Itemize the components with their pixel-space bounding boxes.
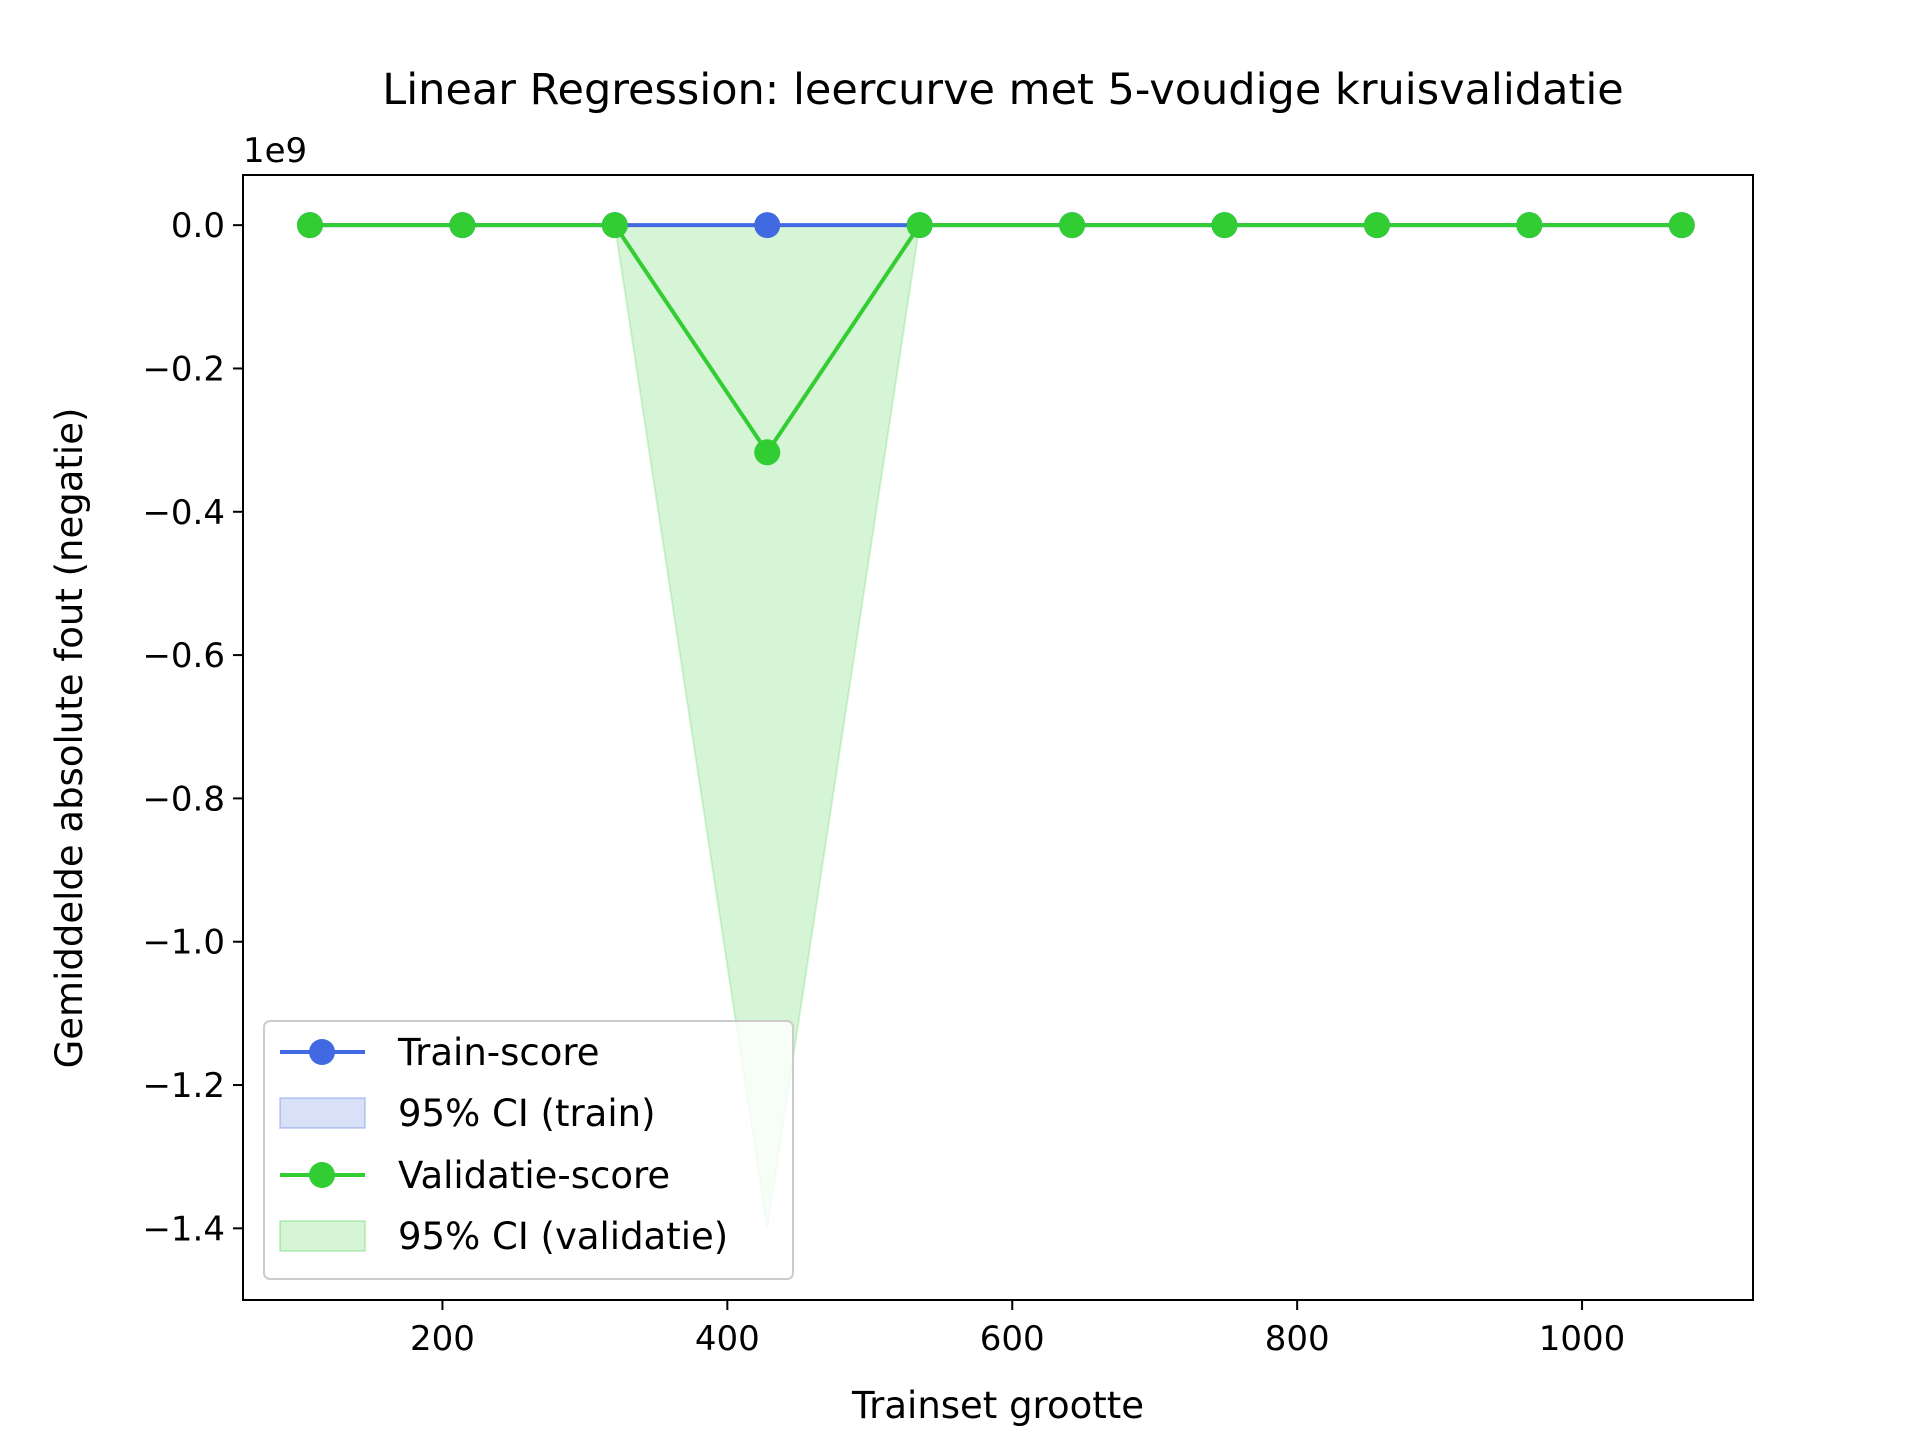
x-tick-label: 600 bbox=[980, 1319, 1045, 1359]
y-tick-label: −1.4 bbox=[142, 1209, 225, 1249]
y-tick-label: −0.2 bbox=[142, 349, 225, 389]
x-tick-label: 1000 bbox=[1539, 1319, 1626, 1359]
legend-ci-swatch-1 bbox=[279, 1220, 366, 1252]
series-1-point-5 bbox=[1059, 212, 1086, 239]
y-offset-label: 1e9 bbox=[243, 131, 307, 171]
x-axis-label: Trainset grootte bbox=[851, 1384, 1144, 1427]
legend-ci-swatch-0 bbox=[279, 1097, 366, 1129]
y-tick-label: −1.2 bbox=[142, 1066, 225, 1106]
series-1-point-3 bbox=[754, 439, 781, 466]
y-tick-label: −0.8 bbox=[142, 779, 225, 819]
legend: Train-score 95% CI (train) Validatie-score… bbox=[263, 1020, 794, 1280]
legend-box bbox=[263, 1020, 794, 1280]
series-1-point-4 bbox=[906, 212, 933, 239]
series-1-point-2 bbox=[601, 212, 628, 239]
x-tick-label: 800 bbox=[1265, 1319, 1330, 1359]
series-1-point-7 bbox=[1363, 212, 1390, 239]
y-axis-label: Gemiddelde absolute fout (negatie) bbox=[48, 408, 91, 1069]
y-axis-ticks: 0.0 −0.2 −0.4 −0.6 −0.8 −1.0 −1.2 −1.4 bbox=[142, 206, 243, 1249]
x-tick-label: 200 bbox=[410, 1319, 475, 1359]
series-line-1 bbox=[309, 223, 1682, 455]
y-tick-label: −0.6 bbox=[142, 636, 225, 676]
x-tick-label: 400 bbox=[695, 1319, 760, 1359]
y-tick-label: 0.0 bbox=[171, 206, 225, 246]
y-tick-label: −0.4 bbox=[142, 493, 225, 533]
series-lines bbox=[309, 223, 1682, 455]
series-1-point-0 bbox=[296, 212, 323, 239]
legend-marker-swatch-0 bbox=[309, 1039, 335, 1065]
legend-label-0: Train-score bbox=[397, 1031, 600, 1074]
y-tick-label: −1.0 bbox=[142, 923, 225, 963]
series-markers bbox=[296, 212, 1695, 466]
plot-area-frame bbox=[242, 174, 1754, 1301]
legend-ci-label-1: 95% CI (validatie) bbox=[398, 1215, 728, 1258]
chart-title: Linear Regression: leercurve met 5-voudi… bbox=[382, 65, 1623, 115]
series-1-point-8 bbox=[1516, 212, 1543, 239]
series-1-point-1 bbox=[449, 212, 476, 239]
legend-label-1: Validatie-score bbox=[398, 1154, 670, 1197]
series-1-point-6 bbox=[1211, 212, 1238, 239]
legend-marker-swatch-1 bbox=[309, 1162, 335, 1188]
legend-ci-label-0: 95% CI (train) bbox=[398, 1092, 656, 1135]
x-axis-ticks: 200 400 600 800 1000 bbox=[410, 1300, 1625, 1359]
series-0-point-3 bbox=[754, 212, 781, 239]
series-1-point-9 bbox=[1668, 212, 1695, 239]
